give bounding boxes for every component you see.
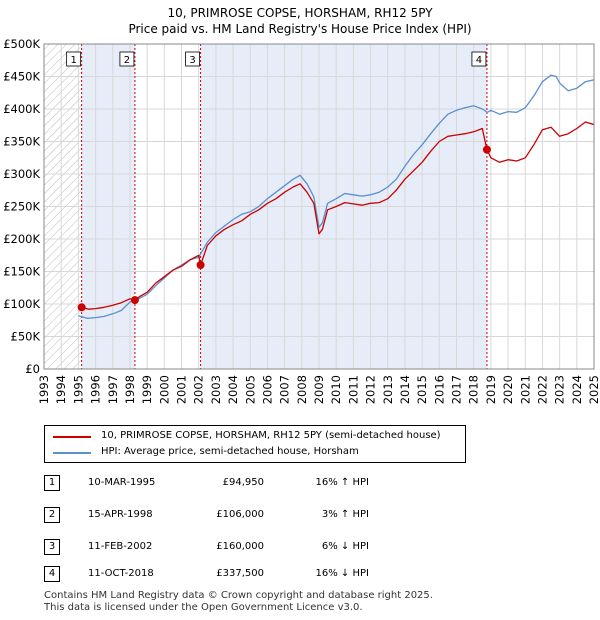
series-line-property	[81, 121, 594, 310]
legend: 10, PRIMROSE COPSE, HORSHAM, RH12 5PY (s…	[44, 425, 466, 463]
x-tick-label: 1997	[106, 375, 120, 404]
x-tick-label: 1998	[123, 375, 137, 404]
transaction-hpi-relation: 16% ↓ HPI	[315, 568, 369, 579]
x-tick-label: 2004	[226, 375, 240, 404]
x-tick-label: 2015	[415, 375, 429, 404]
y-tick-label: £300K	[3, 167, 40, 181]
transaction-price: £337,500	[216, 568, 264, 579]
x-tick-label: 2016	[432, 375, 446, 404]
footer: Contains HM Land Registry data © Crown c…	[44, 590, 433, 614]
x-tick-label: 2018	[467, 375, 481, 404]
x-tick-label: 2002	[192, 375, 206, 404]
x-tick-label: 2008	[295, 375, 309, 404]
transaction-row: 1 10-MAR-1995 £94,950 16% ↑ HPI	[44, 475, 444, 491]
x-tick-label: 2024	[570, 375, 584, 404]
x-tick-label: 2025	[587, 375, 600, 404]
transaction-number: 4	[44, 566, 60, 582]
x-tick-label: 1993	[37, 375, 51, 404]
transaction-row: 3 11-FEB-2002 £160,000 6% ↓ HPI	[44, 539, 444, 555]
price-chart: 1 2 3 4 £0 £50K £100K £150K £200K £250K £300K £350…	[3, 37, 600, 404]
x-tick-label: 2017	[450, 375, 464, 404]
sale-label-box	[471, 51, 487, 67]
x-tick-label: 2014	[398, 375, 412, 404]
x-tick-label: 2010	[329, 375, 343, 404]
x-tick-label: 1995	[71, 375, 85, 404]
y-tick-label: £250K	[3, 200, 40, 214]
transaction-hpi-relation: 16% ↑ HPI	[315, 477, 369, 488]
y-tick-label: £350K	[3, 135, 40, 149]
x-tick-label: 2020	[501, 375, 515, 404]
chart-subtitle: Price paid vs. HM Land Registry's House …	[128, 22, 472, 36]
footer-copyright: Contains HM Land Registry data © Crown c…	[44, 590, 433, 601]
sale-point	[482, 145, 491, 154]
x-tick-label: 1994	[54, 375, 68, 404]
x-tick-label: 2019	[484, 375, 498, 404]
x-tick-label: 2005	[243, 375, 257, 404]
y-tick-label: £100K	[3, 297, 40, 311]
legend-swatch-property	[53, 436, 91, 438]
footer-license: This data is licensed under the Open Gov…	[44, 602, 363, 613]
transaction-hpi-relation: 3% ↑ HPI	[321, 509, 369, 520]
x-tick-label: 2021	[518, 375, 532, 404]
x-tick-label: 2007	[278, 375, 292, 404]
transaction-date: 11-FEB-2002	[88, 541, 153, 552]
transaction-hpi-relation: 6% ↓ HPI	[321, 541, 369, 552]
transaction-price: £94,950	[222, 477, 264, 488]
sale-point	[130, 296, 139, 305]
x-tick-label: 2000	[157, 375, 171, 404]
sale-label-box	[66, 51, 82, 67]
sale-label: 2	[124, 55, 130, 66]
sale-label-box	[185, 51, 200, 67]
transaction-number: 1	[44, 475, 60, 491]
x-tick-label: 1996	[89, 375, 103, 404]
x-tick-label: 1999	[140, 375, 154, 404]
sale-label: 3	[189, 55, 195, 66]
y-tick-label: £50K	[11, 330, 41, 344]
transaction-number: 3	[44, 539, 60, 555]
transaction-number: 2	[44, 507, 60, 523]
x-tick-label: 2003	[209, 375, 223, 404]
transaction-row: 2 15-APR-1998 £106,000 3% ↑ HPI	[44, 507, 444, 523]
y-tick-label: £150K	[3, 265, 40, 279]
y-tick-label: £200K	[3, 232, 40, 246]
chart-title: 10, PRIMROSE COPSE, HORSHAM, RH12 5PY	[167, 6, 433, 20]
sale-label: 1	[70, 55, 76, 66]
sale-label-box	[119, 51, 135, 67]
transaction-row: 4 11-OCT-2018 £337,500 16% ↓ HPI	[44, 566, 444, 582]
transaction-price: £160,000	[216, 541, 264, 552]
x-tick-label: 2013	[381, 375, 395, 404]
legend-swatch-hpi	[53, 452, 91, 454]
x-tick-label: 2012	[364, 375, 378, 404]
x-tick-label: 2001	[175, 375, 189, 404]
plot-frame	[43, 43, 595, 370]
legend-label-property: 10, PRIMROSE COPSE, HORSHAM, RH12 5PY (s…	[101, 430, 441, 441]
transaction-date: 15-APR-1998	[88, 509, 153, 520]
x-tick-label: 2006	[260, 375, 274, 404]
legend-label-hpi: HPI: Average price, semi-detached house,…	[101, 446, 359, 457]
transaction-price: £106,000	[216, 509, 264, 520]
y-tick-label: £0	[25, 362, 40, 376]
y-tick-label: £400K	[3, 102, 40, 116]
transaction-date: 11-OCT-2018	[88, 568, 154, 579]
x-tick-label: 2009	[312, 375, 326, 404]
y-tick-label: £500K	[3, 37, 40, 51]
sale-point	[77, 303, 86, 312]
sale-label: 4	[476, 55, 482, 66]
sale-point	[196, 261, 205, 269]
x-tick-label: 2023	[553, 375, 567, 404]
x-tick-label: 2022	[535, 375, 549, 404]
x-tick-label: 2011	[346, 375, 360, 404]
y-tick-label: £450K	[3, 70, 40, 84]
transaction-date: 10-MAR-1995	[88, 477, 156, 488]
